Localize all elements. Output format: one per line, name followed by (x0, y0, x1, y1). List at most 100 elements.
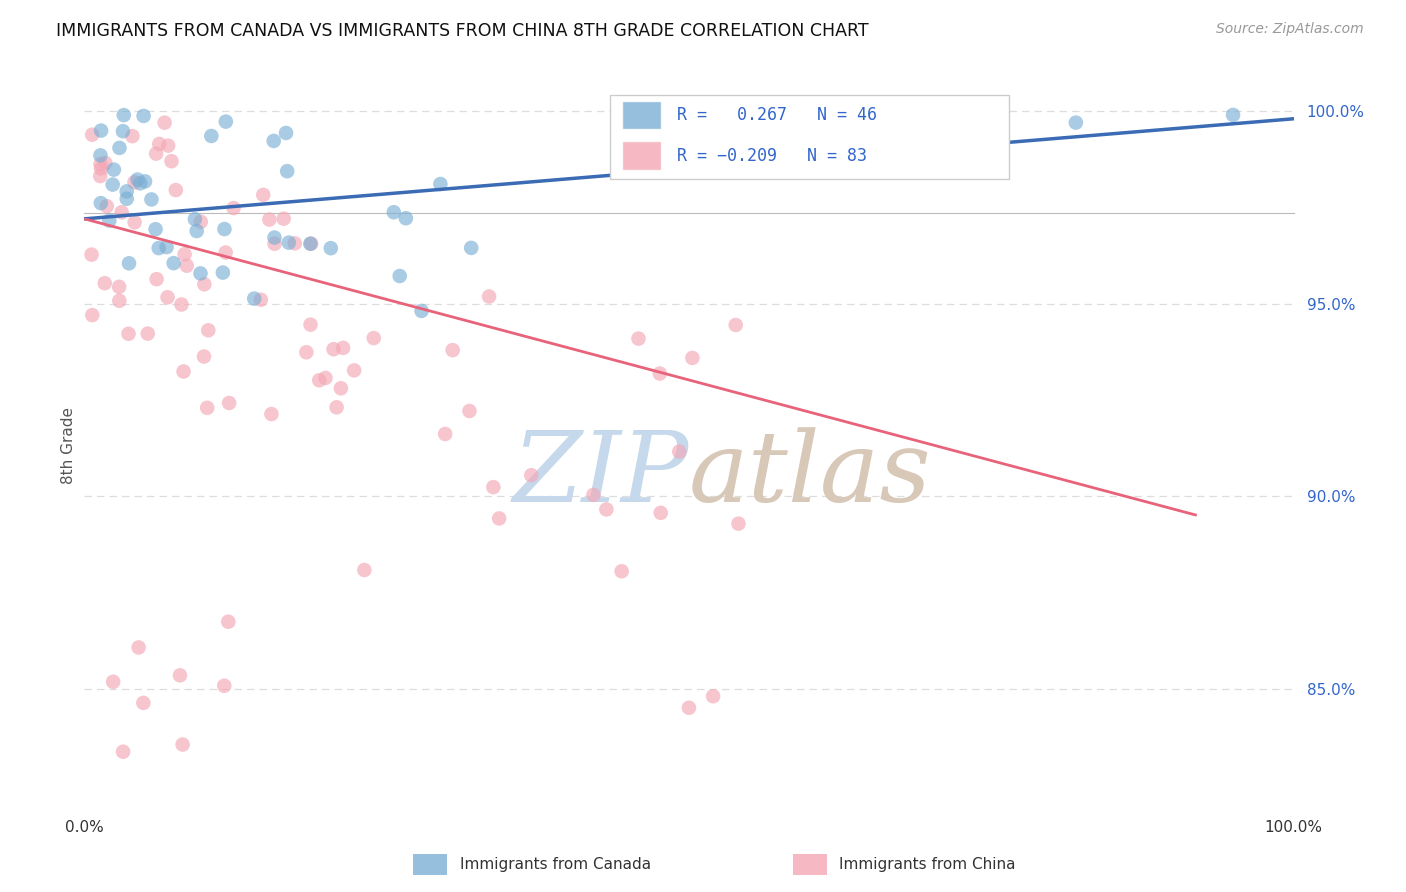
Point (148, 136, 170, 151)
Point (319, 241, 342, 255)
Point (111, 124, 134, 138)
Point (153, 116, 176, 130)
Text: R = −0.209   N = 83: R = −0.209 N = 83 (676, 146, 868, 165)
Point (160, 154, 183, 169)
Point (295, 345, 318, 359)
Point (277, 235, 299, 250)
Point (90, 123, 112, 137)
Point (1222, 108, 1244, 122)
Point (263, 134, 285, 148)
Point (217, 615, 239, 629)
Point (193, 350, 215, 364)
Point (118, 256, 141, 270)
Point (678, 700, 700, 714)
Point (197, 323, 219, 337)
Point (101, 674, 124, 689)
Point (299, 236, 322, 251)
FancyBboxPatch shape (623, 101, 661, 129)
Point (128, 640, 150, 655)
Point (89, 148, 111, 162)
Point (343, 363, 366, 377)
Point (90, 196, 112, 211)
Point (115, 192, 138, 206)
Point (190, 267, 212, 281)
Point (80, 247, 103, 261)
Text: ZIP: ZIP (513, 427, 689, 523)
Point (252, 187, 274, 202)
Point (200, 128, 222, 143)
Point (214, 679, 236, 693)
Point (478, 289, 501, 303)
Text: Immigrants from China: Immigrants from China (839, 857, 1017, 871)
Point (90, 157, 112, 171)
Point (132, 109, 155, 123)
Point (308, 373, 330, 387)
Text: R =   0.267   N = 46: R = 0.267 N = 46 (676, 106, 877, 124)
Text: Immigrants from Canada: Immigrants from Canada (460, 857, 651, 871)
Point (111, 205, 134, 219)
Point (108, 141, 131, 155)
Point (82, 128, 104, 142)
Point (212, 266, 235, 280)
Y-axis label: 8th Grade: 8th Grade (60, 408, 76, 484)
Point (441, 343, 464, 358)
Point (299, 236, 322, 251)
Point (332, 341, 354, 355)
Point (395, 211, 418, 226)
Point (98, 213, 121, 227)
Point (595, 502, 617, 516)
Point (980, 120, 1002, 134)
Point (94, 156, 117, 170)
Point (411, 304, 433, 318)
Point (520, 468, 543, 483)
Point (134, 174, 156, 188)
Point (96, 199, 118, 213)
Point (145, 146, 167, 161)
Point (325, 401, 347, 415)
Point (274, 126, 297, 140)
Point (650, 506, 672, 520)
Point (482, 480, 505, 494)
Point (218, 396, 240, 410)
Point (214, 222, 236, 236)
Point (121, 129, 143, 144)
Point (112, 108, 135, 122)
Point (920, 112, 942, 126)
Point (129, 177, 152, 191)
Point (263, 230, 285, 244)
Point (108, 293, 131, 308)
Point (145, 222, 167, 236)
Point (162, 256, 184, 270)
Point (488, 511, 510, 525)
Point (353, 563, 375, 577)
Point (195, 401, 218, 415)
Point (263, 236, 285, 251)
Point (429, 177, 451, 191)
Point (186, 224, 208, 238)
Point (250, 293, 273, 307)
Point (259, 212, 281, 227)
Point (155, 240, 177, 254)
Point (103, 162, 125, 177)
Point (136, 326, 159, 341)
Point (284, 236, 307, 251)
Point (702, 690, 724, 704)
Point (363, 331, 385, 345)
Point (172, 738, 194, 752)
Point (322, 343, 344, 357)
Point (724, 318, 747, 332)
Point (460, 241, 482, 255)
FancyBboxPatch shape (610, 95, 1010, 179)
Point (89, 169, 111, 183)
Point (124, 175, 146, 189)
Point (215, 245, 238, 260)
Text: atlas: atlas (689, 427, 932, 523)
Point (243, 292, 266, 306)
Point (169, 668, 191, 682)
Point (108, 280, 131, 294)
Point (93, 276, 115, 290)
Point (329, 381, 352, 395)
Point (727, 516, 749, 531)
Point (141, 193, 163, 207)
FancyBboxPatch shape (623, 141, 661, 169)
